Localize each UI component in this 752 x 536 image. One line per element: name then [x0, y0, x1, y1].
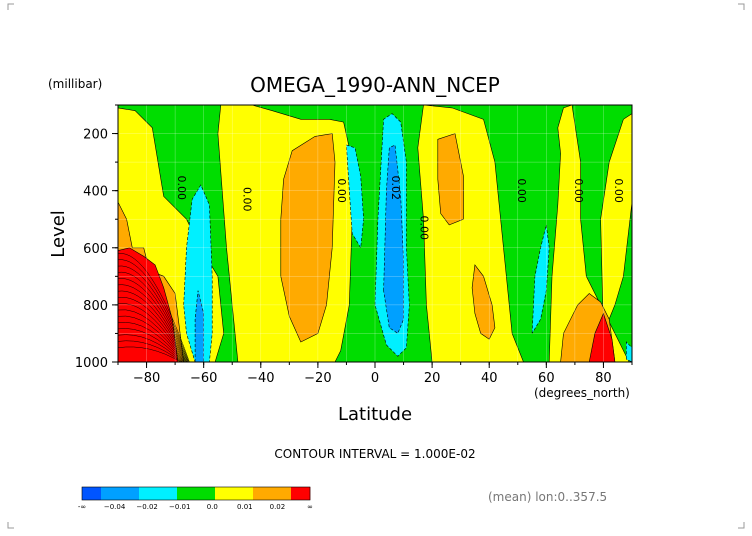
x-tick-label: −20 [304, 371, 331, 386]
dense-contour-line [118, 278, 188, 362]
contour-label: 0.00 [175, 176, 188, 201]
dense-contour-lines [118, 253, 190, 362]
dense-contour-line [118, 265, 189, 362]
contour-label: 0.00 [572, 178, 585, 203]
contour-label: 0.00 [335, 178, 348, 203]
contour-interval-text: CONTOUR INTERVAL = 1.000E-02 [274, 447, 475, 461]
color-bar-label: 0.0 [207, 503, 218, 511]
color-bar-label: 0.01 [237, 503, 253, 511]
dense-contour-line [118, 315, 184, 362]
color-bar-segment [120, 487, 140, 500]
contour-label: 0.00 [515, 178, 528, 203]
color-bar-segment [177, 487, 197, 500]
contour-region-2-0 [118, 247, 179, 362]
x-tick-label: −40 [247, 371, 274, 386]
x-tick-label: 80 [595, 371, 612, 386]
y-tick-label: 600 [83, 242, 108, 257]
x-tick-label: 60 [538, 371, 555, 386]
contour-label: 0.00 [418, 216, 431, 241]
dense-contour-line [118, 334, 183, 362]
corner-mark-top-left [7, 3, 14, 10]
color-bar-segment [82, 487, 102, 500]
contour-region-4-0 [194, 290, 204, 362]
color-bar-segment [234, 487, 254, 500]
contour-region-4-1 [383, 144, 404, 334]
dense-contour-line [118, 328, 183, 362]
contour-region-0-4 [600, 113, 632, 334]
color-bar-segment [291, 487, 311, 500]
color-bar-label: -∞ [78, 503, 86, 511]
dense-contour-line [118, 297, 186, 362]
dense-contour-line [118, 259, 190, 362]
x-axis-label: Latitude [338, 404, 412, 425]
color-bar-label: −0.02 [136, 503, 157, 511]
corner-marks [7, 3, 745, 529]
color-bar-segment [101, 487, 121, 500]
chart-title: OMEGA_1990-ANN_NCEP [250, 73, 500, 97]
y-tick-label: 800 [83, 299, 108, 314]
color-bar-segment [158, 487, 178, 500]
contour-region-3-0 [183, 184, 213, 362]
x-tick-label: −80 [133, 371, 160, 386]
dense-contour-line [118, 272, 188, 362]
x-tick-label: 20 [424, 371, 441, 386]
x-tick-label: 40 [481, 371, 498, 386]
contour-region-3-1 [346, 144, 364, 249]
color-bar-label: ∞ [307, 503, 313, 511]
color-bar-segment [196, 487, 216, 500]
y-axis-ticks: 200 400 600 800 1000 [75, 104, 118, 371]
contour-label: 0.00 [612, 178, 625, 203]
color-bar: -∞ −0.04 −0.02 −0.01 0.0 0.01 0.02 ∞ [78, 486, 313, 511]
dense-contour-line [118, 309, 185, 362]
dense-contour-line [118, 340, 182, 362]
y-tick-label: 200 [83, 128, 108, 143]
dense-contour-line [118, 284, 187, 362]
plot-area: 0.00 0.00 0.00 0.02 0.00 0.00 0.00 0.00 [117, 104, 633, 363]
color-bar-frame [81, 486, 311, 501]
color-bar-label: 0.02 [270, 503, 286, 511]
corner-mark-bottom-right [738, 522, 745, 529]
dense-contour-line [118, 346, 181, 362]
contour-region-1-3 [471, 264, 496, 340]
contour-region-2-1 [588, 312, 616, 362]
dense-contour-line [118, 321, 184, 362]
color-bar-label: −0.01 [169, 503, 190, 511]
contour-region-0-3 [548, 105, 630, 362]
corner-mark-top-right [738, 3, 745, 10]
color-bar-label: −0.04 [104, 503, 126, 511]
dense-contour-line [118, 290, 187, 362]
contour-region-3-3 [531, 224, 550, 334]
mean-longitude-note: (mean) lon:0..357.5 [488, 490, 607, 504]
grid-lines [118, 105, 632, 362]
x-tick-label: −60 [190, 371, 217, 386]
dense-contour-line [118, 303, 186, 362]
contour-label: 0.00 [241, 187, 254, 212]
x-axis-ticks: −80 −60 −40 −20 0 20 40 60 80 [117, 362, 633, 386]
color-bar-segment [253, 487, 273, 500]
y-units-label: (millibar) [48, 77, 102, 91]
y-tick-label: 1000 [75, 356, 108, 371]
x-units-label: (degrees_north) [534, 386, 630, 400]
contour-labels: 0.00 0.00 0.00 0.02 0.00 0.00 0.00 0.00 [175, 176, 625, 240]
corner-mark-bottom-left [7, 522, 14, 529]
dense-contour-line [118, 253, 190, 362]
x-tick-label: 0 [371, 371, 379, 386]
color-bar-segment [215, 487, 235, 500]
color-bar-segment [139, 487, 159, 500]
color-bar-segment [272, 487, 292, 500]
contour-label: 0.02 [389, 176, 402, 201]
contour-region-1-1 [280, 133, 336, 343]
contour-region-3-4 [626, 341, 632, 362]
y-tick-label: 400 [83, 185, 108, 200]
contour-region-1-2 [437, 133, 464, 226]
y-axis-label: Level [48, 210, 69, 258]
